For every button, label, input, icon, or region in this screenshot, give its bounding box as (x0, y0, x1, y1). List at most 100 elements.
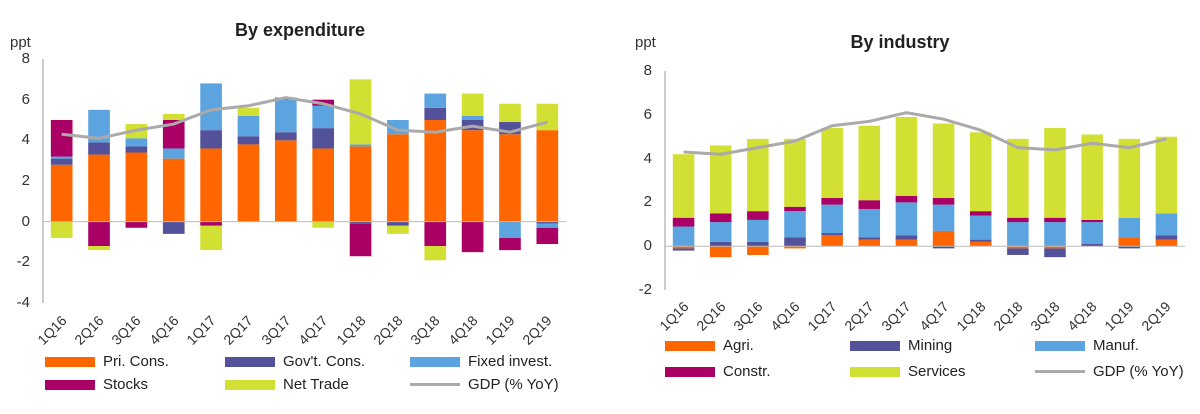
bar-segment-constr--2Q18 (1007, 217, 1029, 223)
bar-segment-agri--3Q17 (895, 239, 918, 247)
bar-segment-pri-cons--3Q17 (274, 140, 297, 222)
y-tick-label: 4 (643, 149, 652, 167)
bar-segment-pri-cons--4Q17 (312, 148, 335, 222)
legend-swatch (1035, 340, 1085, 351)
y-tick-label: 0 (643, 237, 652, 255)
y-tick-label: 8 (643, 62, 652, 79)
legend-swatch (850, 366, 900, 377)
bar-segment-fixed-invest--1Q17 (200, 83, 222, 131)
bar-segment-manuf--2Q16 (709, 222, 732, 242)
bar-segment-agri--1Q17 (821, 235, 843, 247)
bar-segment-constr--1Q16 (672, 217, 695, 227)
bar-segment-manuf--3Q17 (895, 202, 918, 236)
legend-swatch (850, 340, 900, 351)
bar-segment-gov-t-cons--4Q17 (312, 128, 335, 149)
chart-panel-expenditure: By expenditure ppt -4 -2 0 2 4 6 8 1Q16 2Q16 3Q1… (10, 20, 566, 393)
bar-segment-gov-t-cons--1Q16 (50, 158, 73, 165)
bar-segment-manuf--1Q17 (821, 204, 843, 234)
bar-segment-gov-t-cons--2Q17 (237, 136, 260, 145)
bar-segment-mining-3Q17 (895, 235, 918, 240)
bar-segment-stocks-3Q16 (125, 221, 148, 228)
bar-segment-fixed-invest--3Q18 (424, 93, 447, 108)
bar-segment-pri-cons--1Q19 (499, 134, 521, 222)
bar-segment-manuf--1Q16 (672, 226, 695, 247)
bar-segment-constr--2Q16 (709, 213, 732, 223)
legend-label: Pri. Cons. (103, 353, 169, 370)
bar-segment-services-4Q17 (932, 123, 955, 199)
bar-segment-services-2Q18 (1007, 138, 1029, 218)
bar-segment-mining-2Q16 (709, 241, 732, 247)
bar-segment-manuf--3Q18 (1044, 222, 1066, 247)
bar-segment-fixed-invest--2Q17 (237, 115, 260, 137)
bar-segment-constr--4Q17 (932, 198, 955, 205)
legend-label: GDP (% YoY) (1093, 363, 1184, 380)
bar-segment-gov-t-cons--2Q19 (536, 221, 559, 224)
bar-segment-stocks-1Q18 (349, 223, 372, 257)
bar-segment-stocks-1Q16 (50, 120, 73, 157)
bar-segment-mining-1Q17 (821, 233, 843, 236)
y-tick-label: 4 (21, 131, 30, 149)
legend-item-manuf-: Manuf. (1035, 337, 1139, 354)
bar-segment-net-trade-2Q17 (237, 107, 260, 116)
bar-segment-gov-t-cons--1Q17 (200, 130, 222, 149)
bar-segment-pri-cons--4Q16 (162, 158, 185, 222)
y-axis-unit: ppt (635, 34, 656, 51)
bar-segment-manuf--4Q17 (932, 204, 955, 231)
bar-segment-net-trade-1Q18 (349, 79, 372, 145)
bar-segment-net-trade-2Q18 (387, 225, 409, 234)
bar-segment-net-trade-4Q16 (162, 113, 185, 120)
bar-segment-agri--2Q18 (1007, 246, 1029, 249)
bar-segment-fixed-invest--1Q16 (50, 156, 73, 159)
bar-segment-mining-4Q17 (932, 246, 955, 249)
bar-segment-net-trade-1Q16 (50, 221, 73, 238)
bar-segment-pri-cons--1Q16 (50, 164, 73, 222)
y-tick-label: -4 (16, 294, 30, 311)
legend-swatch (410, 356, 460, 367)
bar-segment-gov-t-cons--3Q18 (424, 107, 447, 120)
plot-area (42, 59, 566, 303)
bar-segment-gov-t-cons--3Q16 (125, 146, 148, 153)
bar-segment-services-3Q16 (747, 138, 769, 212)
bar-segment-pri-cons--2Q17 (237, 144, 260, 222)
legend-item-stocks: Stocks (45, 376, 148, 393)
bar-segment-services-3Q18 (1044, 127, 1066, 218)
bar-segment-fixed-invest--4Q18 (461, 115, 484, 120)
bar-segment-stocks-4Q16 (162, 120, 185, 149)
y-tick-label: 8 (21, 50, 30, 67)
bar-segment-pri-cons--1Q17 (200, 148, 222, 222)
legend-swatch (45, 379, 95, 390)
bar-segment-gov-t-cons--2Q18 (387, 221, 409, 226)
legend-label: Agri. (723, 337, 754, 354)
legend-swatch (45, 356, 95, 367)
chart-title: By industry (850, 32, 950, 52)
legend-item-mining: Mining (850, 337, 952, 354)
bar-segment-services-2Q19 (1155, 136, 1178, 214)
bar-segment-pri-cons--3Q18 (424, 120, 447, 222)
bar-segment-constr--4Q16 (784, 206, 806, 212)
bar-segment-fixed-invest--1Q18 (349, 144, 372, 147)
bar-segment-manuf--2Q17 (858, 208, 881, 238)
bar-segment-agri--1Q16 (672, 246, 695, 249)
bar-segment-gov-t-cons--2Q16 (88, 142, 110, 155)
bar-segment-stocks-2Q19 (536, 227, 559, 245)
bar-segment-fixed-invest--2Q16 (88, 109, 110, 143)
legend-label: Services (908, 363, 966, 380)
bar-segment-pri-cons--3Q16 (125, 152, 148, 222)
bar-segment-constr--4Q18 (1081, 219, 1103, 223)
bar-segment-manuf--3Q16 (747, 219, 769, 242)
legend-item-services: Services (850, 363, 966, 380)
bar-segment-services-4Q16 (784, 138, 806, 207)
bar-segment-gov-t-cons--3Q17 (274, 132, 297, 141)
chart-title: By expenditure (234, 20, 366, 40)
bar-segment-pri-cons--2Q18 (387, 134, 409, 222)
gdp-line (683, 111, 1167, 156)
y-tick-label: 0 (21, 212, 30, 230)
bar-segment-services-2Q16 (709, 145, 732, 214)
gdp-line (61, 96, 548, 140)
bar-segment-fixed-invest--4Q16 (162, 148, 185, 159)
bar-segment-services-1Q17 (821, 127, 843, 199)
bar-segment-agri--3Q16 (747, 246, 769, 255)
y-tick-label: -2 (638, 281, 652, 298)
bar-segment-mining-4Q16 (784, 237, 806, 247)
bar-segment-net-trade-2Q16 (88, 246, 110, 251)
